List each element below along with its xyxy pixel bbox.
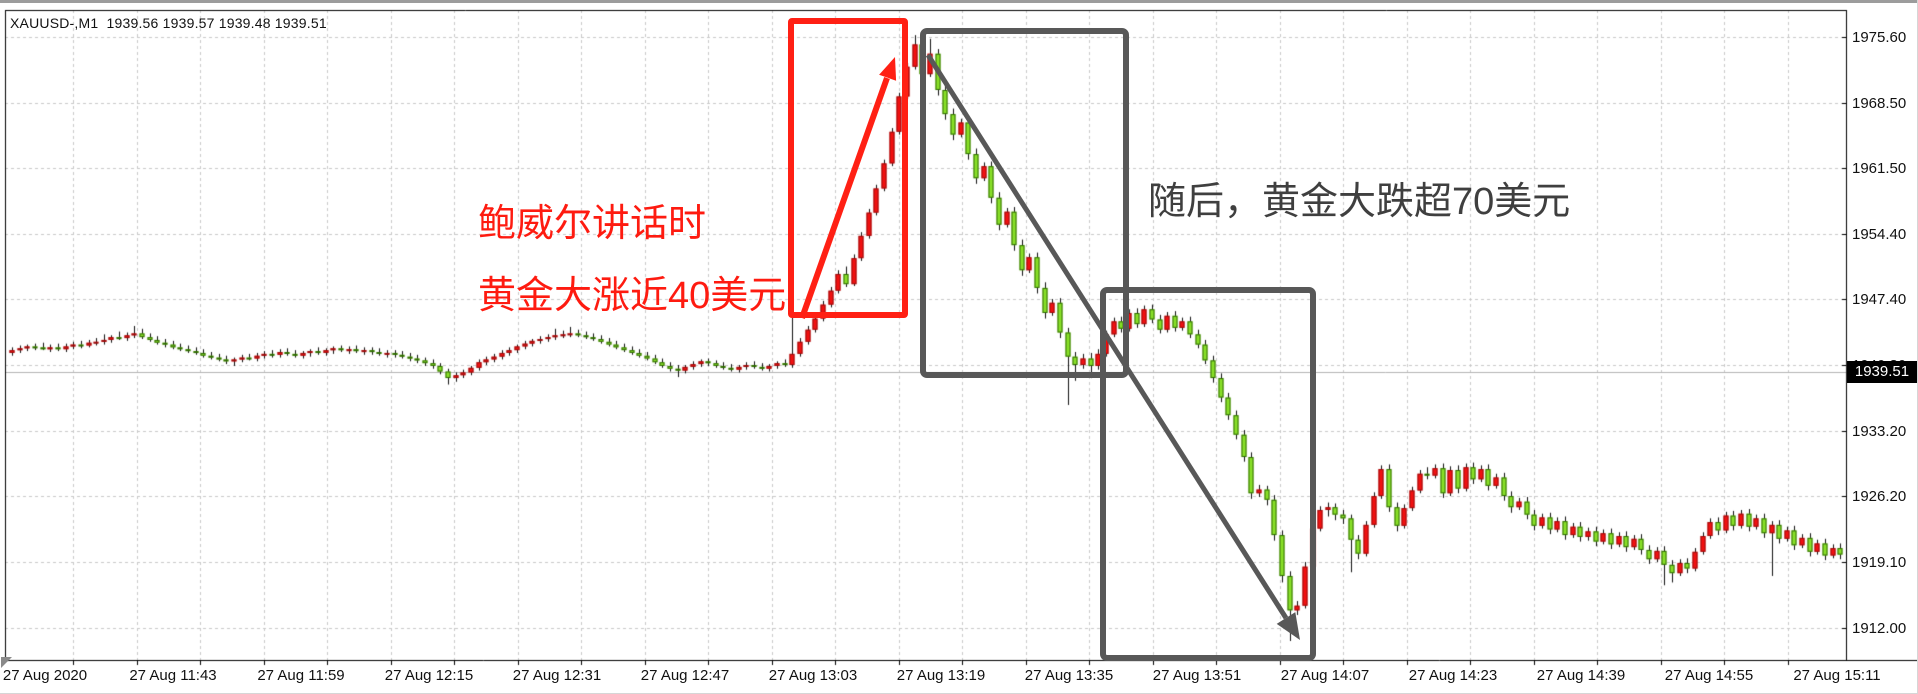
current-price-value: 1939.51 xyxy=(1854,363,1910,380)
time-axis-label: 27 Aug 13:19 xyxy=(896,667,986,684)
price-axis-label: 1919.10 xyxy=(1852,554,1907,571)
time-axis-label: 27 Aug 15:11 xyxy=(1793,667,1881,684)
rally-annotation-line1: 鲍威尔讲话时 xyxy=(478,203,707,245)
time-axis-label: 27 Aug 12:47 xyxy=(640,667,730,684)
time-axis-label: 27 Aug 13:35 xyxy=(1024,667,1114,684)
symbol-ohlc-header: XAUUSD-,M1 1939.56 1939.57 1939.48 1939.… xyxy=(10,15,327,31)
drop-highlight-box-1 xyxy=(920,28,1129,378)
price-axis-label: 1975.60 xyxy=(1852,29,1907,46)
time-axis-label: 27 Aug 11:59 xyxy=(257,667,345,684)
price-axis-label: 1947.40 xyxy=(1852,291,1907,308)
rally-annotation-line2: 黄金大涨近40美元 xyxy=(478,275,787,317)
time-axis-label: 27 Aug 13:03 xyxy=(768,667,858,684)
time-axis-label: 27 Aug 14:07 xyxy=(1280,667,1370,684)
time-axis-label: 27 Aug 13:51 xyxy=(1152,667,1242,684)
price-axis-label: 1961.50 xyxy=(1852,160,1907,177)
time-axis-label: 27 Aug 14:39 xyxy=(1536,667,1626,684)
time-axis-label: 27 Aug 2020 xyxy=(2,667,88,684)
time-axis-label: 27 Aug 14:55 xyxy=(1664,667,1754,684)
time-axis-label: 27 Aug 11:43 xyxy=(129,667,217,684)
drop-annotation-text: 随后，黄金大跌超70美元 xyxy=(1148,181,1571,223)
time-axis-label: 27 Aug 12:15 xyxy=(384,667,474,684)
price-axis-label: 1954.40 xyxy=(1852,226,1907,243)
current-price-tag: 1939.51 xyxy=(1847,361,1917,383)
price-axis-label: 1968.50 xyxy=(1852,95,1907,112)
time-axis-label: 27 Aug 12:31 xyxy=(512,667,602,684)
rally-annotation-text: 鲍威尔讲话时 黄金大涨近40美元 xyxy=(478,188,786,332)
rally-highlight-box xyxy=(788,18,908,318)
price-axis-label: 1912.00 xyxy=(1852,620,1907,637)
price-axis-label: 1926.20 xyxy=(1852,488,1907,505)
window-top-border xyxy=(0,0,1917,3)
time-axis-label: 27 Aug 14:23 xyxy=(1408,667,1498,684)
axis-corner-marker xyxy=(1,657,12,668)
drop-highlight-box-2 xyxy=(1100,287,1316,661)
price-axis-label: 1933.20 xyxy=(1852,423,1907,440)
